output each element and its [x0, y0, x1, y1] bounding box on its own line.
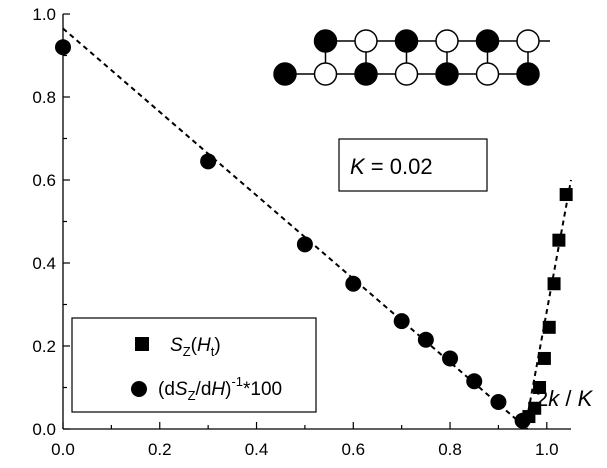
square-point: [547, 277, 561, 291]
annotation-2k-over-k: 2k / K: [536, 386, 594, 411]
square-point: [559, 188, 573, 202]
square-point: [528, 401, 542, 415]
circle-point: [200, 153, 217, 170]
annotation-k-frame: [338, 138, 488, 192]
legend-square-marker: [135, 337, 149, 351]
tick-labels: 0.0 0.2 0.4 0.6 0.8 1.0 0.0 0.2 0.4 0.6 0.8 1.0: [32, 5, 558, 459]
circle-point: [466, 373, 483, 390]
square-point: [552, 233, 566, 247]
fit-lines: [62, 27, 572, 430]
x-tick-label: 1.0: [535, 440, 559, 459]
annotation-2k-slash: /: [559, 386, 577, 411]
ladder-open-site: [394, 62, 419, 86]
ladder-diagram: [273, 29, 550, 86]
legend-dsz-sub: Z: [188, 388, 196, 403]
ladder-filled-site: [435, 62, 459, 86]
legend-label-dsz: (dSZ/dH)-1*100: [158, 374, 282, 403]
square-point: [533, 381, 547, 394]
legend-sz-open: (: [191, 335, 198, 356]
ladder-filled-site: [516, 62, 540, 86]
annotation-k-box: K = 0.02: [338, 138, 488, 192]
ladder-filled-site: [313, 29, 338, 53]
legend-sz-hsub: t: [211, 344, 215, 359]
ladder-open-site: [516, 29, 540, 53]
fit-line-circle-series: [62, 27, 529, 430]
legend-dsz-s: S: [175, 379, 188, 400]
legend-sz-s: S: [170, 335, 183, 356]
annotation-2k-k: k: [548, 386, 560, 411]
square-point: [542, 320, 556, 334]
y-tick-label: 0.2: [32, 337, 56, 356]
circle-point: [296, 236, 313, 253]
legend-sz-h: H: [197, 335, 211, 356]
legend-dsz-open: (d: [158, 379, 175, 400]
legend-dsz-tail: *100: [243, 379, 282, 400]
circle-point: [442, 350, 459, 367]
legend-sz-close: ): [214, 335, 220, 356]
x-tick-label: 0.0: [51, 440, 75, 459]
y-tick-label: 0.6: [32, 171, 56, 190]
ladder-filled-site: [354, 62, 378, 86]
y-tick-label: 1.0: [32, 5, 56, 24]
annotation-2k-two: 2: [536, 386, 548, 411]
ladder-open-site: [475, 62, 500, 86]
legend-frame: [71, 317, 317, 413]
ladder-open-site: [354, 29, 378, 53]
ladder-filled-site: [394, 29, 419, 53]
x-tick-label: 0.8: [438, 440, 462, 459]
axes: [62, 13, 571, 430]
legend-label-sz: SZ(Ht): [170, 335, 221, 359]
legend-dsz-sup: -1: [231, 374, 243, 389]
circle-point: [490, 394, 507, 411]
legend-dsz-slash: /d: [196, 379, 212, 400]
circle-point: [514, 412, 531, 429]
annotation-k-symbol: K: [350, 154, 366, 179]
ladder-filled-site: [273, 62, 297, 86]
y-tick-label: 0.0: [32, 420, 56, 439]
x-tick-label: 0.2: [148, 440, 172, 459]
square-point: [537, 351, 551, 365]
legend-circle-marker: [131, 381, 147, 397]
legend-dsz-h: H: [211, 379, 225, 400]
annotation-2k-K: K: [578, 386, 594, 411]
legend-dsz-close: ): [225, 379, 231, 400]
y-tick-label: 0.8: [32, 88, 56, 107]
y-tick-label: 0.4: [32, 254, 56, 273]
annotation-k-value: = 0.02: [365, 154, 433, 179]
legend: SZ(Ht) (dSZ/dH)-1*100: [71, 317, 317, 413]
ladder-filled-site: [475, 29, 500, 53]
fit-line-square-series: [524, 179, 572, 430]
data-markers: [55, 39, 573, 429]
circle-point: [393, 313, 410, 330]
ladder-open-site: [435, 29, 459, 53]
circle-point: [417, 331, 434, 348]
legend-sz-sub: Z: [183, 344, 191, 359]
x-tick-label: 0.4: [245, 440, 269, 459]
ladder-open-site: [313, 62, 338, 86]
circle-point: [345, 275, 362, 292]
x-tick-label: 0.6: [341, 440, 365, 459]
annotation-k-label: K = 0.02: [350, 154, 433, 179]
